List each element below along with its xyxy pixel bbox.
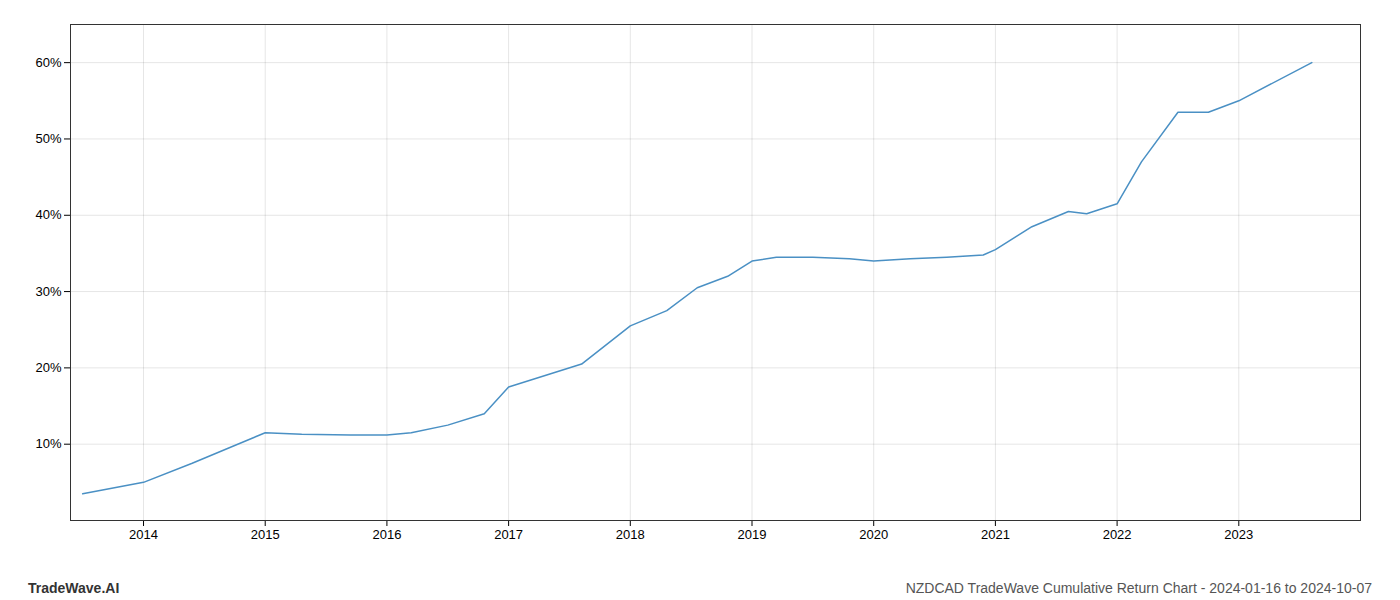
svg-text:2016: 2016 xyxy=(372,527,401,542)
svg-text:2023: 2023 xyxy=(1224,527,1253,542)
svg-text:2018: 2018 xyxy=(616,527,645,542)
svg-text:2021: 2021 xyxy=(981,527,1010,542)
svg-text:2019: 2019 xyxy=(738,527,767,542)
html-text:NZDCAD TradeWave Cumulative Re: NZDCAD TradeWave Cumulative Return Chart… xyxy=(905,580,1372,596)
svg-text:2022: 2022 xyxy=(1103,527,1132,542)
svg-text:20%: 20% xyxy=(35,360,61,375)
svg-text:40%: 40% xyxy=(35,207,61,222)
svg-text:2015: 2015 xyxy=(251,527,280,542)
svg-text:60%: 60% xyxy=(35,55,61,70)
svg-text:2020: 2020 xyxy=(859,527,888,542)
svg-text:2017: 2017 xyxy=(494,527,523,542)
html-text:TradeWave.AI: TradeWave.AI xyxy=(28,580,120,596)
svg-text:2014: 2014 xyxy=(129,527,158,542)
svg-text:50%: 50% xyxy=(35,131,61,146)
svg-text:10%: 10% xyxy=(35,436,61,451)
svg-text:30%: 30% xyxy=(35,284,61,299)
